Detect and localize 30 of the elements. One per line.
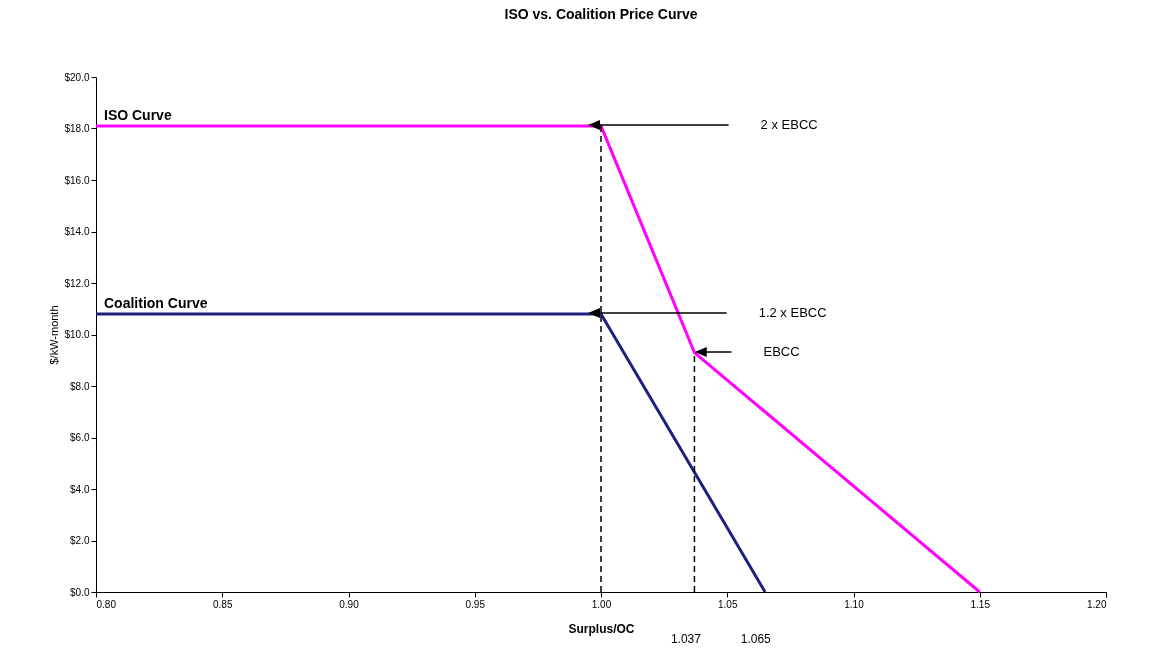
y-tick-label: $18.0 [64,123,90,134]
series-label: Coalition Curve [104,294,208,311]
series-label: ISO Curve [104,106,172,123]
y-tick-label: $12.0 [64,277,90,289]
y-tick-label: $20.0 [64,71,90,83]
annotation: 2 x EBCC [760,117,818,132]
annotation: EBCC [763,344,800,359]
x-tick-label: 0.90 [339,598,360,610]
y-tick-label: $10.0 [64,329,90,340]
x-tick-label: 1.05 [718,598,738,610]
y-axis-title: $/kW-month [48,305,61,365]
x-tick-label: 0.85 [213,598,233,610]
x-tick-label: 0.80 [96,598,117,610]
text: 1.037 [670,632,702,646]
y-tick-label: $4.0 [70,483,90,495]
x-tick-label: 1.15 [970,598,991,610]
y-tick-label: $2.0 [70,535,90,546]
y-tick-label: $16.0 [64,174,90,186]
chart-title: ISO vs. Coalition Price Curve [504,6,698,22]
y-tick-label: $8.0 [70,380,90,392]
x-tick-label: 0.95 [465,598,486,610]
y-tick-label: $6.0 [70,432,90,443]
x-axis-title: Surplus/OC [568,621,635,636]
y-tick-label: $14.0 [64,226,90,237]
text: 1.065 [740,632,772,646]
annotation: 1.2 x EBCC [758,305,827,320]
x-tick-label: 1.00 [591,598,612,610]
x-tick-label: 1.10 [844,598,865,610]
y-tick-label: $0.0 [70,586,90,598]
x-tick-label: 1.20 [1087,598,1107,610]
